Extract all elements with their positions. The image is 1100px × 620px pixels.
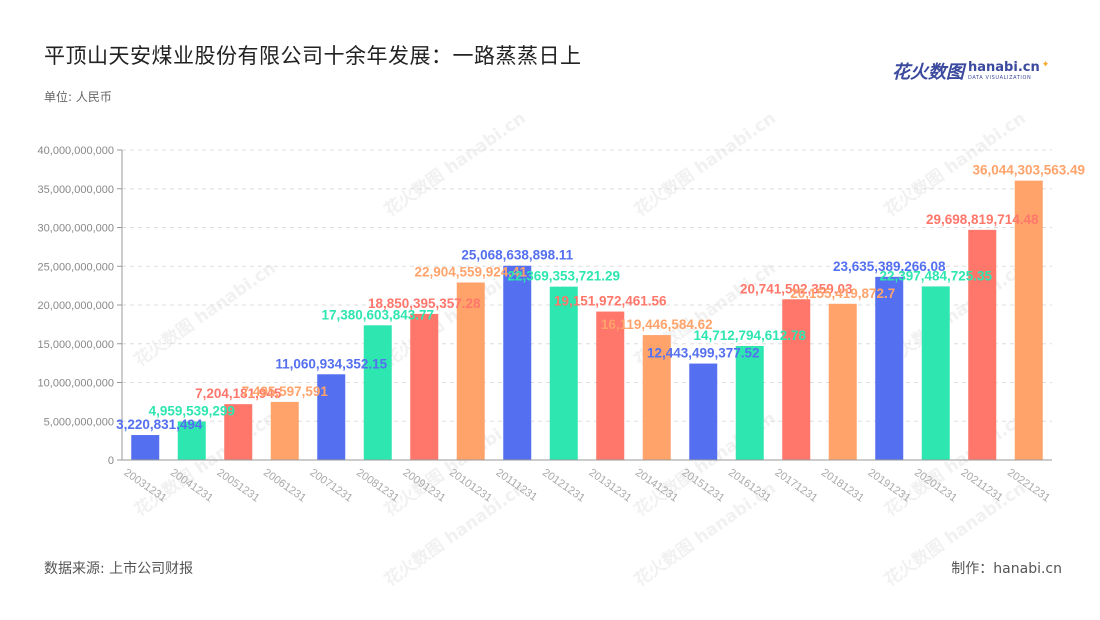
y-tick-label: 10,000,000,000 [38, 378, 114, 390]
x-tick-label: 20071231 [308, 467, 355, 505]
data-label: 29,698,819,714.48 [926, 212, 1039, 227]
x-tick-label: 20191231 [866, 467, 913, 505]
x-tick-label: 20211231 [959, 467, 1005, 504]
x-axis: 20031231 20041231 20051231 20061231 20071231… [122, 459, 1052, 505]
bar[interactable] [456, 282, 485, 460]
x-tick-label: 20171231 [773, 467, 820, 505]
data-label: 22,369,353,721.29 [507, 269, 620, 284]
bar[interactable] [317, 374, 346, 460]
page-title: 平顶山天安煤业股份有限公司十余年发展：一路蒸蒸日上 [44, 44, 582, 68]
x-tick-label: 20111231 [494, 467, 540, 504]
bar[interactable] [549, 286, 578, 460]
bar[interactable] [735, 345, 764, 460]
bar[interactable] [921, 286, 950, 460]
data-label: 12,443,499,377.52 [647, 346, 760, 361]
bar[interactable] [875, 276, 904, 460]
data-label: 20,741,502,359.03 [740, 281, 853, 296]
x-tick-label: 20221231 [1005, 467, 1052, 505]
x-tick-label: 20141231 [633, 467, 680, 505]
y-tick-label: 15,000,000,000 [38, 339, 114, 351]
brand-logo: 花火数图 hanabi.cn DATA VISUALIZATION ✦ [892, 58, 1049, 84]
x-tick-label: 20081231 [354, 467, 401, 505]
bar[interactable] [410, 313, 439, 460]
data-label: 11,060,934,352.15 [275, 356, 387, 371]
bar[interactable] [968, 229, 997, 460]
bar[interactable] [177, 421, 206, 460]
bar[interactable] [1014, 180, 1043, 460]
bar[interactable] [596, 311, 625, 460]
data-label: 7,204,181,945 [195, 386, 282, 401]
data-label: 7,495,597,591 [242, 384, 329, 399]
data-label: 23,635,389,266.08 [833, 259, 946, 274]
x-tick-label: 20181231 [819, 467, 866, 505]
brand-en-block: hanabi.cn DATA VISUALIZATION [968, 61, 1040, 81]
data-label: 17,380,603,843.77 [321, 307, 434, 322]
data-source: 数据来源: 上市公司财报 [44, 561, 194, 577]
x-tick-label: 20131231 [587, 467, 634, 505]
data-label: 16,119,446,584.62 [601, 317, 713, 332]
y-tick-label: 0 [108, 455, 114, 467]
bar[interactable] [503, 265, 532, 460]
y-axis: 0 5,000,000,000 10,000,000,000 15,000,000,0… [38, 145, 123, 467]
unit-label: 单位: 人民币 [44, 90, 112, 104]
x-tick-label: 20031231 [122, 467, 169, 505]
data-label: 14,712,794,612.78 [693, 328, 806, 343]
bar[interactable] [131, 435, 160, 460]
bar[interactable] [782, 299, 811, 460]
bar[interactable] [642, 335, 671, 460]
data-label: 36,044,303,563.49 [972, 163, 1085, 178]
y-tick-label: 25,000,000,000 [38, 261, 114, 273]
y-tick-label: 35,000,000,000 [38, 184, 114, 196]
x-tick-label: 20101231 [447, 467, 494, 505]
data-label: 20,155,419,872.7 [790, 286, 895, 301]
sparkle-icon: ✦ [1041, 60, 1050, 70]
data-label: 19,151,972,461.56 [554, 294, 667, 309]
x-tick-label: 20121231 [540, 467, 587, 505]
y-tick-label: 30,000,000,000 [38, 223, 114, 235]
data-label: 22,397,484,725.35 [879, 268, 992, 283]
data-label: 25,068,638,898.11 [461, 248, 573, 263]
x-tick-label: 20161231 [726, 467, 773, 505]
y-tick-label: 20,000,000,000 [38, 300, 114, 312]
brand-cn: 花火数图 [892, 62, 964, 83]
data-label: 4,959,539,299 [149, 404, 235, 419]
x-tick-label: 20041231 [168, 467, 215, 505]
x-tick-label: 20151231 [680, 467, 727, 505]
bar[interactable] [270, 401, 299, 460]
data-label: 3,220,831,494 [116, 417, 203, 432]
x-tick-label: 20091231 [401, 467, 448, 505]
data-label: 18,850,395,357.28 [368, 296, 481, 311]
x-tick-label: 20201231 [912, 467, 959, 505]
bar[interactable] [828, 303, 857, 460]
x-tick-label: 20051231 [215, 467, 262, 505]
y-tick-label: 5,000,000,000 [44, 416, 114, 428]
y-tick-label: 40,000,000,000 [38, 145, 114, 157]
brand-en: hanabi.cn [968, 60, 1040, 75]
bar[interactable] [689, 363, 718, 460]
data-label: 22,904,559,924.41 [414, 264, 527, 279]
bars [131, 180, 1043, 460]
brand-sub: DATA VISUALIZATION [968, 75, 1032, 81]
x-tick-label: 20061231 [261, 467, 308, 505]
maker-credit: 制作：hanabi.cn [951, 561, 1062, 577]
bar[interactable] [224, 404, 253, 460]
bar[interactable] [363, 325, 392, 460]
